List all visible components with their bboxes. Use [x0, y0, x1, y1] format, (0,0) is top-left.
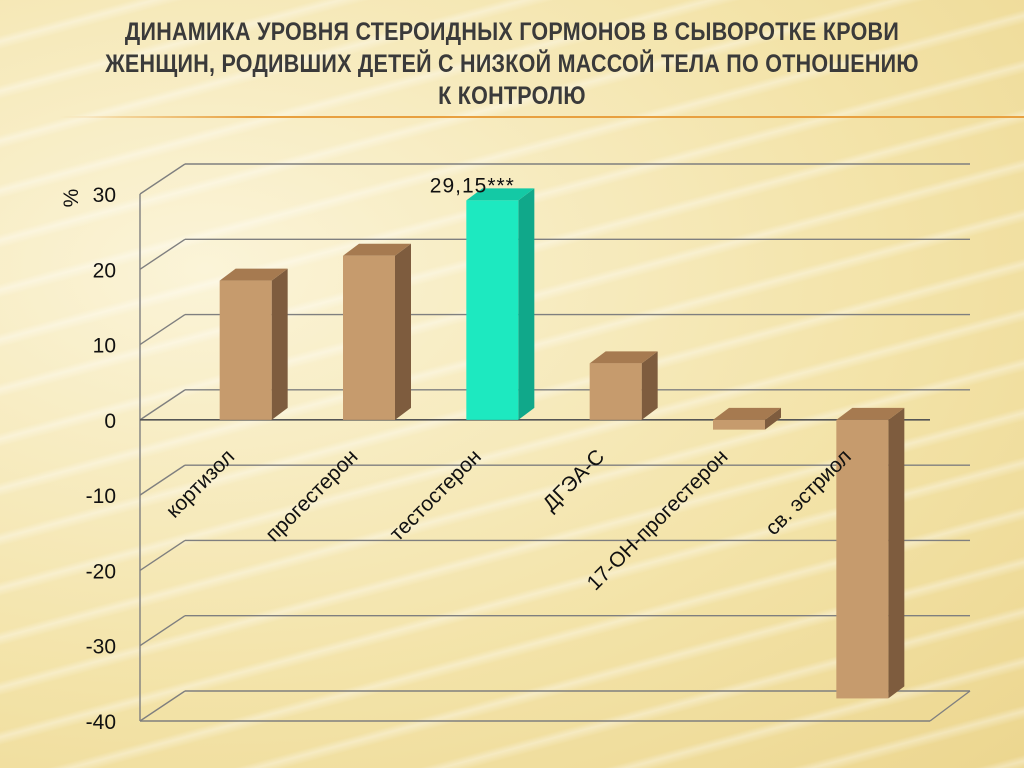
- category-label: 17-ОН-прогестерон: [583, 445, 733, 595]
- gridline-depth: [139, 163, 186, 195]
- bar-top: [219, 268, 288, 281]
- gridline-depth: [139, 539, 186, 572]
- floor-right-edge: [929, 690, 971, 722]
- y-axis-unit: %: [60, 189, 83, 208]
- title-underline: [60, 116, 1024, 118]
- bar: [713, 407, 781, 430]
- y-tick-label: -10: [86, 485, 116, 508]
- y-tick-label: -40: [86, 711, 116, 734]
- bar-top: [836, 407, 905, 420]
- y-tick-label: -20: [86, 560, 116, 583]
- bar: [589, 351, 658, 420]
- category-label: кортизол: [162, 445, 239, 522]
- bar: [836, 407, 905, 699]
- gridline-depth: [139, 690, 186, 722]
- category-label: ДГЭА-С: [539, 445, 610, 516]
- gridline-depth: [139, 238, 186, 270]
- y-tick-label: 10: [93, 335, 116, 358]
- bar-top: [343, 243, 411, 256]
- chart-bars: [219, 188, 905, 699]
- y-tick-label: 20: [93, 259, 116, 282]
- gridline-depth: [139, 615, 186, 647]
- gridline-depth: [139, 464, 186, 496]
- bar-side: [271, 268, 288, 420]
- bar-top: [466, 188, 535, 201]
- y-tick-label: 30: [93, 184, 116, 207]
- bar-side: [765, 407, 781, 430]
- bar: [343, 243, 411, 420]
- chart-gridlines: [139, 163, 970, 722]
- bar-front: [589, 363, 642, 420]
- y-tick-label: -30: [86, 636, 116, 659]
- bar-side: [641, 351, 658, 420]
- bar: [219, 268, 288, 420]
- bar-top: [713, 407, 781, 420]
- bar-front: [836, 419, 889, 699]
- bar-front: [219, 280, 272, 420]
- gridline-depth: [139, 389, 186, 421]
- bar-side: [888, 407, 905, 699]
- category-label: прогестерон: [261, 445, 362, 546]
- bar-front: [343, 255, 395, 420]
- y-tick-label: 0: [104, 410, 116, 433]
- bar-side: [395, 243, 411, 420]
- bar-front: [713, 419, 765, 430]
- bar-top: [589, 351, 658, 364]
- chart-labels: -40 -30 -20 -10 0 10 20 30% кортизол прогестерон т…: [60, 174, 856, 734]
- slide-title: Динамика уровня стероидных гормонов в сы…: [105, 18, 919, 110]
- data-label: 29,15***: [430, 174, 515, 197]
- gridline-depth: [139, 313, 186, 346]
- bar-side: [518, 188, 535, 420]
- category-label: тестостерон: [385, 445, 486, 546]
- bar-front: [466, 200, 519, 420]
- bar: [466, 188, 535, 420]
